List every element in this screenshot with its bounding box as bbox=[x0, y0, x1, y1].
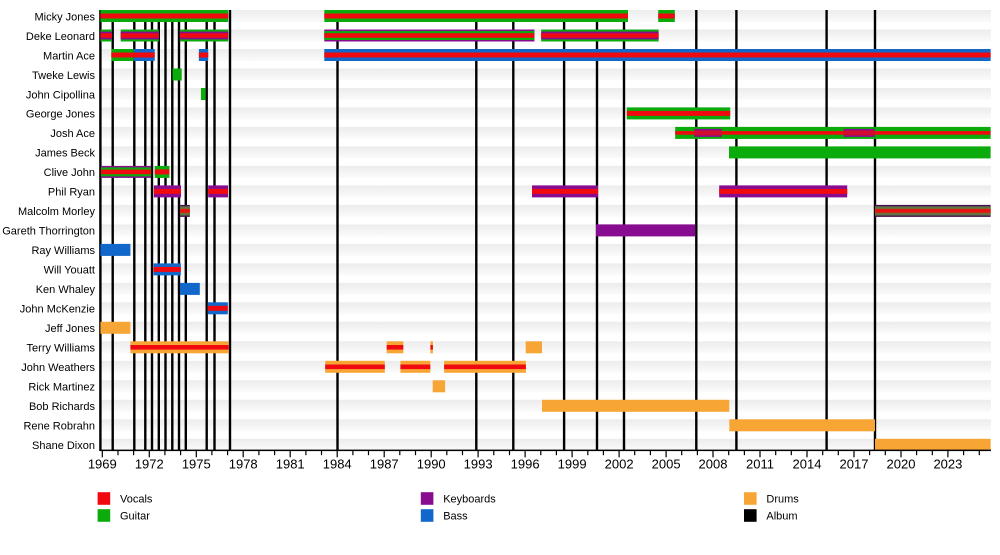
svg-text:George Jones: George Jones bbox=[26, 109, 96, 121]
svg-text:1978: 1978 bbox=[229, 457, 258, 472]
svg-text:1972: 1972 bbox=[135, 457, 164, 472]
svg-text:Bob Richards: Bob Richards bbox=[29, 401, 96, 413]
svg-text:Keyboards: Keyboards bbox=[443, 494, 496, 506]
svg-text:John McKenzie: John McKenzie bbox=[20, 304, 95, 316]
svg-text:2017: 2017 bbox=[840, 457, 869, 472]
svg-text:2002: 2002 bbox=[605, 457, 634, 472]
svg-text:1999: 1999 bbox=[558, 457, 587, 472]
svg-text:James Beck: James Beck bbox=[35, 148, 95, 160]
svg-text:1987: 1987 bbox=[370, 457, 399, 472]
svg-text:Gareth Thorrington: Gareth Thorrington bbox=[2, 226, 95, 238]
svg-text:Jeff Jones: Jeff Jones bbox=[45, 323, 95, 335]
svg-text:2023: 2023 bbox=[933, 457, 962, 472]
svg-text:Tweke Lewis: Tweke Lewis bbox=[32, 70, 95, 82]
svg-text:Clive John: Clive John bbox=[44, 167, 95, 179]
svg-text:John Cipollina: John Cipollina bbox=[26, 89, 96, 101]
svg-text:1996: 1996 bbox=[511, 457, 540, 472]
svg-text:Ken Whaley: Ken Whaley bbox=[36, 284, 96, 296]
svg-text:Micky Jones: Micky Jones bbox=[34, 11, 95, 23]
svg-text:2008: 2008 bbox=[699, 457, 728, 472]
svg-text:Deke Leonard: Deke Leonard bbox=[26, 31, 95, 43]
svg-text:Terry Williams: Terry Williams bbox=[27, 343, 96, 355]
svg-text:Malcolm Morley: Malcolm Morley bbox=[18, 206, 96, 218]
svg-text:1975: 1975 bbox=[182, 457, 211, 472]
svg-text:1981: 1981 bbox=[276, 457, 305, 472]
svg-text:1990: 1990 bbox=[417, 457, 446, 472]
svg-text:Ray Williams: Ray Williams bbox=[31, 245, 95, 257]
svg-text:Shane Dixon: Shane Dixon bbox=[32, 440, 95, 452]
svg-text:1984: 1984 bbox=[323, 457, 352, 472]
svg-text:Album: Album bbox=[766, 511, 797, 523]
svg-text:Rick Martinez: Rick Martinez bbox=[28, 382, 95, 394]
svg-text:Drums: Drums bbox=[766, 494, 799, 506]
svg-text:2005: 2005 bbox=[652, 457, 681, 472]
svg-text:Josh Ace: Josh Ace bbox=[50, 128, 95, 140]
svg-text:Martin Ace: Martin Ace bbox=[43, 50, 95, 62]
svg-text:Bass: Bass bbox=[443, 511, 468, 523]
svg-text:2011: 2011 bbox=[746, 457, 774, 472]
svg-text:Rene Robrahn: Rene Robrahn bbox=[23, 421, 95, 433]
svg-text:Guitar: Guitar bbox=[120, 511, 150, 523]
svg-text:Will Youatt: Will Youatt bbox=[44, 265, 95, 277]
svg-text:1969: 1969 bbox=[88, 457, 117, 472]
svg-text:Vocals: Vocals bbox=[120, 494, 153, 506]
svg-text:2014: 2014 bbox=[793, 457, 822, 472]
svg-text:John Weathers: John Weathers bbox=[21, 362, 95, 374]
svg-text:Phil Ryan: Phil Ryan bbox=[48, 187, 95, 199]
svg-text:1993: 1993 bbox=[464, 457, 493, 472]
svg-text:2020: 2020 bbox=[887, 457, 916, 472]
